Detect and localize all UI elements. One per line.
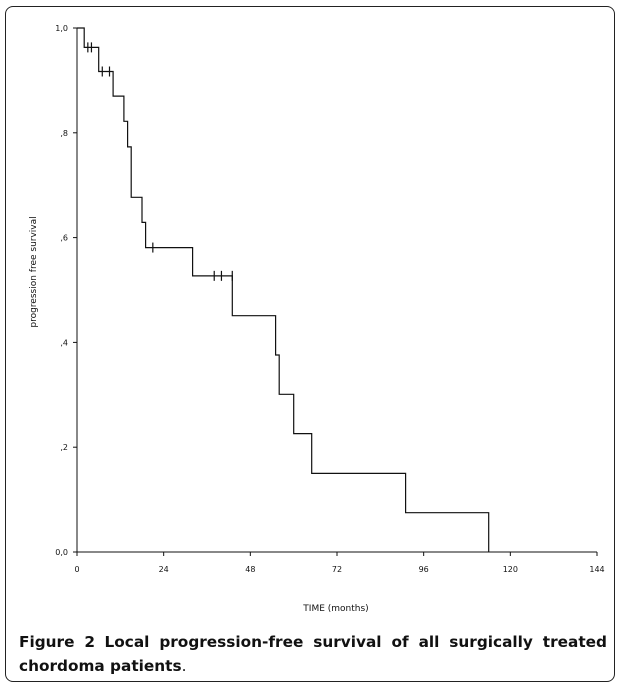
x-tick-label: 120 [503,565,518,574]
y-tick-label: ,2 [60,443,68,452]
x-tick-label: 48 [245,565,255,574]
censor-marks-group [87,42,233,281]
figure-frame [5,6,615,682]
x-tick-label: 144 [589,565,604,574]
x-tick-label: 0 [74,565,79,574]
figure-label: Figure 2 [19,633,96,651]
x-axis-label: TIME (months) [302,604,368,614]
y-tick-label: 0,0 [55,548,68,557]
figure-caption-end: . [181,657,187,675]
y-tick-label: ,6 [60,234,68,243]
y-tick-label: 1,0 [55,24,68,33]
figure-caption-text: Local progression-free survival of all s… [19,633,607,675]
survival-curve [77,27,490,552]
chart-ticks: 0 24 48 72 96 120 144 0,0 ,2 ,4 ,6 ,8 1,0 [55,24,604,574]
y-axis-label: progression free survival [29,216,39,327]
y-tick-label: ,8 [60,129,68,138]
figure-caption: Figure 2 Local progression-free survival… [19,630,607,678]
x-tick-label: 96 [419,565,429,574]
x-tick-label: 72 [332,565,342,574]
y-tick-label: ,4 [60,338,68,347]
survival-curve-group [77,27,490,552]
x-tick-label: 24 [159,565,169,574]
